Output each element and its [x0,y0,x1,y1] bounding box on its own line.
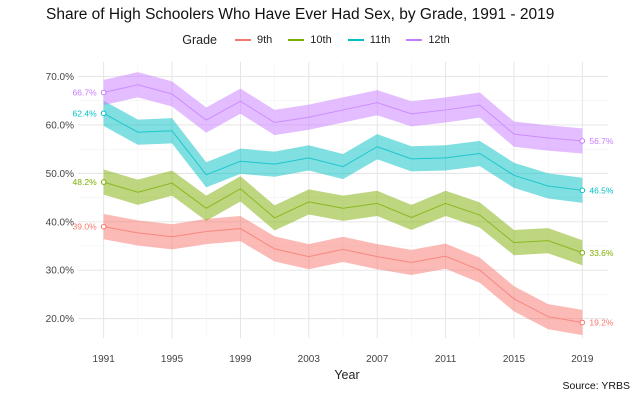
source-note: Source: YRBS [562,380,630,392]
x-tick-label: 1991 [93,354,116,365]
series-line-10th [103,181,583,254]
y-tick-label: 70.0% [46,72,74,83]
x-tick-label: 2019 [571,354,594,365]
y-tick-label: 20.0% [46,314,74,325]
x-tick-label: 2015 [503,354,526,365]
legend-item-11th: 11th [347,34,391,46]
y-tick-label: 40.0% [46,217,74,228]
legend: Grade 9th 10th 11th 12th [0,33,640,47]
y-tick-label: 60.0% [46,120,74,131]
legend-title: Grade [182,33,217,47]
ribbon-10th [103,169,583,266]
x-tick-label: 1999 [229,354,252,365]
start-point-11th [100,110,107,117]
x-axis-title: Year [334,368,359,382]
x-tick-label: 1995 [161,354,184,365]
start-point-10th [100,179,107,185]
end-label-9th: 19.2% [589,318,614,328]
start-label-10th: 48.2% [73,177,98,187]
legend-label-9th: 9th [257,34,273,46]
ribbon-12th [103,72,583,154]
series-line-9th [103,226,583,323]
legend-key-10th [288,39,305,41]
legend-key-9th [235,39,251,41]
y-tick-label: 30.0% [46,266,74,277]
legend-item-12th: 12th [406,34,450,46]
series-line-12th [103,84,583,142]
x-tick-label: 2007 [366,354,389,365]
legend-label-10th: 10th [310,34,332,46]
ribbon-11th [103,100,583,203]
end-point-9th [579,319,586,326]
start-point-9th [100,223,107,230]
series-line-11th [103,112,583,191]
legend-key-12th [406,39,423,41]
y-tick-label: 50.0% [46,169,74,180]
x-tick-label: 2003 [298,354,321,365]
start-point-12th [100,89,107,96]
end-point-10th [579,249,586,256]
legend-item-9th: 9th [235,34,272,46]
chart-title: Share of High Schoolers Who Have Ever Ha… [46,6,555,23]
end-label-11th: 46.5% [589,185,614,195]
start-label-11th: 62.4% [73,108,98,118]
legend-key-11th [347,39,364,41]
legend-label-11th: 11th [369,34,391,46]
start-label-9th: 39.0% [73,222,98,232]
x-tick-label: 2011 [435,354,457,365]
start-label-12th: 66.7% [73,88,98,98]
end-point-11th [579,187,586,194]
end-point-12th [579,138,586,144]
ribbon-9th [103,214,583,336]
end-label-10th: 33.6% [589,248,614,258]
end-label-12th: 56.7% [589,136,614,146]
legend-label-12th: 12th [428,34,450,46]
legend-item-10th: 10th [288,34,332,46]
